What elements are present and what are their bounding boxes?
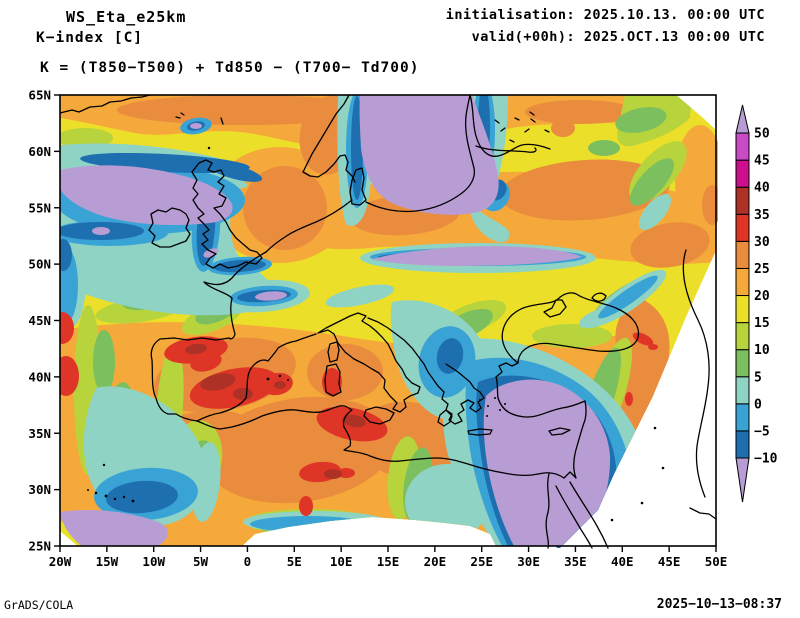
y-tick-label: 25N (28, 539, 51, 554)
colorbar-segment (735, 267, 750, 297)
colorbar-level-label: 25 (754, 262, 770, 277)
y-tick-label: 60N (28, 144, 51, 159)
x-tick-label: 15E (377, 554, 400, 569)
colorbar-segment (735, 159, 750, 188)
colorbar-segment (735, 376, 750, 405)
x-tick-label: 0 (244, 554, 252, 569)
colorbar-level-label: 10 (754, 343, 770, 358)
colorbar-arrow-above (735, 104, 750, 134)
colorbar-segment (735, 213, 750, 242)
x-tick-label: 45E (658, 554, 681, 569)
colorbar-level-label: −5 (754, 424, 770, 439)
colorbar-segment (735, 430, 750, 459)
x-tick-label: 15W (96, 554, 119, 569)
x-tick-label: 25E (470, 554, 493, 569)
grads-credit: GrADS/COLA (4, 598, 74, 612)
y-tick-label: 50N (28, 257, 51, 272)
colorbar-level-label: 0 (754, 397, 762, 412)
colorbar-segment (735, 349, 750, 378)
y-tick-label: 55N (28, 200, 51, 215)
valid-time-text: valid(+00h): 2025.OCT.13 00:00 UTC (471, 29, 765, 45)
x-tick-label: 35E (564, 554, 587, 569)
x-tick-label: 10E (330, 554, 353, 569)
x-tick-label: 5E (287, 554, 302, 569)
x-tick-label: 50E (705, 554, 728, 569)
axis-ticks-and-labels: 20W 15W 10W 5W 0 5E 10E 15E 20E 25E 30E 35E 40E 45E 50… (28, 88, 727, 570)
colorbar-level-label: 20 (754, 289, 770, 304)
x-tick-label: 5W (193, 554, 209, 569)
coastlines (59, 94, 717, 549)
kindex-field (60, 95, 718, 548)
colorbar-level-label: 15 (754, 316, 770, 331)
colorbar-segment (735, 132, 750, 161)
colorbar-segment (735, 322, 750, 351)
colorbar-level-label: 5 (754, 370, 762, 385)
x-tick-label: 30E (517, 554, 540, 569)
variable-title: K−index [C] (36, 30, 144, 46)
init-time-text: initialisation: 2025.10.13. 00:00 UTC (445, 7, 765, 23)
colorbar-level-label: 45 (754, 154, 770, 169)
colorbar-level-label: 40 (754, 181, 770, 196)
x-tick-label: 20W (49, 554, 72, 569)
colorbar-segment (735, 240, 750, 269)
colorbar-segment (735, 403, 750, 432)
x-tick-label: 40E (611, 554, 634, 569)
colorbar-arrow-below (735, 457, 750, 503)
y-tick-label: 40N (28, 369, 51, 384)
colorbar-level-label: −10 (754, 452, 778, 467)
x-tick-label: 10W (142, 554, 165, 569)
small-islands (87, 146, 665, 522)
y-tick-label: 45N (28, 313, 51, 328)
colorbar-segment (735, 295, 750, 324)
colorbar-level-label: 30 (754, 235, 770, 250)
model-title: WS_Eta_e25km (66, 8, 187, 26)
colorbar: −10 −5 0 5 10 15 20 25 30 35 40 45 50 (735, 104, 778, 503)
formula-text: K = (T850−T500) + Td850 − (T700− Td700) (40, 60, 420, 76)
colorbar-level-label: 35 (754, 208, 770, 223)
y-tick-label: 65N (28, 88, 51, 103)
x-tick-label: 20E (424, 554, 447, 569)
y-tick-label: 30N (28, 482, 51, 497)
creation-timestamp: 2025−10−13−08:37 (656, 597, 782, 612)
colorbar-level-label: 50 (754, 127, 770, 142)
colorbar-segment (735, 186, 750, 215)
y-tick-label: 35N (28, 426, 51, 441)
